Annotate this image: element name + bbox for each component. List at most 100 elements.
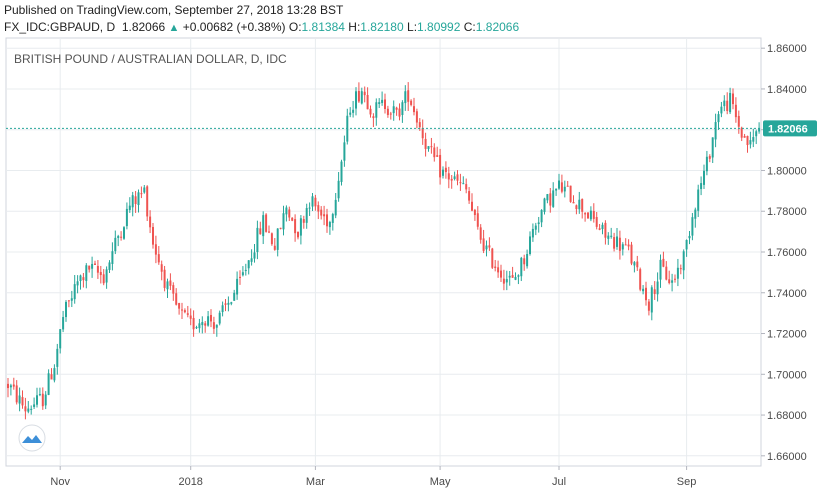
candle-body[interactable] bbox=[343, 142, 346, 161]
candle-body[interactable] bbox=[253, 252, 256, 259]
candle-body[interactable] bbox=[453, 176, 456, 179]
candle-body[interactable] bbox=[244, 269, 247, 272]
candle-body[interactable] bbox=[152, 226, 154, 245]
candle-body[interactable] bbox=[360, 91, 363, 104]
candle-body[interactable] bbox=[668, 279, 671, 284]
candle-body[interactable] bbox=[357, 90, 360, 102]
candle-body[interactable] bbox=[181, 309, 183, 311]
candle-body[interactable] bbox=[201, 322, 204, 326]
candle-body[interactable] bbox=[413, 106, 415, 113]
candle-body[interactable] bbox=[642, 288, 645, 292]
candle-body[interactable] bbox=[102, 274, 105, 284]
candle-body[interactable] bbox=[239, 276, 241, 278]
candle-body[interactable] bbox=[601, 224, 604, 230]
candle-body[interactable] bbox=[395, 107, 398, 110]
candle-body[interactable] bbox=[415, 111, 418, 123]
candle-body[interactable] bbox=[688, 235, 691, 239]
candle-body[interactable] bbox=[639, 269, 642, 290]
candle-body[interactable] bbox=[41, 393, 44, 407]
candle-body[interactable] bbox=[44, 394, 47, 406]
candle-body[interactable] bbox=[421, 128, 424, 139]
candle-body[interactable] bbox=[195, 327, 198, 329]
candle-body[interactable] bbox=[259, 228, 262, 235]
candle-body[interactable] bbox=[511, 275, 514, 278]
candle-body[interactable] bbox=[746, 135, 749, 146]
candle-body[interactable] bbox=[62, 317, 65, 330]
candle-body[interactable] bbox=[230, 302, 233, 304]
candle-body[interactable] bbox=[708, 156, 711, 159]
candle-body[interactable] bbox=[146, 186, 149, 217]
candle-body[interactable] bbox=[33, 404, 36, 407]
candle-body[interactable] bbox=[157, 254, 160, 263]
candle-body[interactable] bbox=[537, 222, 540, 225]
candle-body[interactable] bbox=[120, 236, 123, 238]
candle-body[interactable] bbox=[598, 228, 601, 230]
candle-body[interactable] bbox=[471, 201, 473, 211]
candle-body[interactable] bbox=[734, 104, 737, 118]
candle-body[interactable] bbox=[514, 276, 517, 280]
candle-body[interactable] bbox=[433, 147, 436, 158]
candle-body[interactable] bbox=[505, 279, 508, 283]
candle-body[interactable] bbox=[517, 275, 520, 277]
candle-body[interactable] bbox=[189, 315, 192, 319]
candle-body[interactable] bbox=[650, 287, 653, 313]
candle-body[interactable] bbox=[349, 112, 352, 115]
candle-body[interactable] bbox=[575, 205, 578, 210]
candle-body[interactable] bbox=[386, 108, 389, 115]
candle-body[interactable] bbox=[160, 264, 163, 272]
candle-body[interactable] bbox=[334, 199, 337, 216]
candles[interactable] bbox=[7, 82, 761, 420]
candle-body[interactable] bbox=[233, 292, 236, 301]
candle-body[interactable] bbox=[27, 408, 30, 412]
candle-body[interactable] bbox=[592, 210, 595, 219]
candle-body[interactable] bbox=[291, 217, 294, 221]
candle-body[interactable] bbox=[131, 195, 134, 208]
candle-body[interactable] bbox=[85, 265, 88, 281]
candle-body[interactable] bbox=[679, 268, 682, 270]
candle-body[interactable] bbox=[476, 213, 479, 227]
candle-body[interactable] bbox=[212, 322, 215, 329]
candle-body[interactable] bbox=[311, 196, 314, 207]
candle-body[interactable] bbox=[439, 154, 442, 178]
candle-body[interactable] bbox=[572, 201, 575, 204]
candle-body[interactable] bbox=[30, 408, 33, 410]
candle-body[interactable] bbox=[297, 231, 299, 238]
candle-body[interactable] bbox=[94, 263, 96, 265]
candle-body[interactable] bbox=[50, 374, 53, 380]
candle-body[interactable] bbox=[546, 194, 549, 201]
candle-body[interactable] bbox=[355, 91, 357, 109]
candle-body[interactable] bbox=[47, 373, 50, 395]
candle-body[interactable] bbox=[250, 258, 253, 262]
candle-body[interactable] bbox=[491, 248, 494, 268]
candle-body[interactable] bbox=[204, 323, 207, 326]
candle-body[interactable] bbox=[308, 207, 311, 209]
candle-body[interactable] bbox=[331, 214, 334, 223]
candle-body[interactable] bbox=[723, 100, 726, 107]
candle-body[interactable] bbox=[65, 301, 67, 318]
candle-body[interactable] bbox=[323, 214, 326, 217]
candle-body[interactable] bbox=[630, 244, 633, 264]
candle-body[interactable] bbox=[9, 385, 12, 388]
candle-body[interactable] bbox=[337, 180, 340, 199]
candle-body[interactable] bbox=[270, 233, 273, 245]
candle-body[interactable] bbox=[117, 236, 120, 238]
candle-body[interactable] bbox=[587, 212, 589, 219]
candle-body[interactable] bbox=[752, 137, 755, 142]
candle-body[interactable] bbox=[215, 324, 218, 328]
candle-body[interactable] bbox=[465, 184, 468, 190]
candle-body[interactable] bbox=[647, 301, 650, 311]
candle-body[interactable] bbox=[24, 406, 27, 412]
candle-body[interactable] bbox=[662, 258, 665, 267]
candle-body[interactable] bbox=[613, 237, 616, 249]
candle-body[interactable] bbox=[621, 244, 624, 250]
candle-body[interactable] bbox=[569, 185, 572, 202]
candle-body[interactable] bbox=[726, 100, 729, 111]
candle-body[interactable] bbox=[273, 245, 276, 250]
candle-body[interactable] bbox=[523, 258, 526, 265]
candle-body[interactable] bbox=[366, 94, 369, 110]
candle-body[interactable] bbox=[59, 329, 62, 349]
candle-body[interactable] bbox=[18, 395, 21, 404]
candle-body[interactable] bbox=[76, 281, 79, 286]
candle-body[interactable] bbox=[340, 161, 343, 182]
